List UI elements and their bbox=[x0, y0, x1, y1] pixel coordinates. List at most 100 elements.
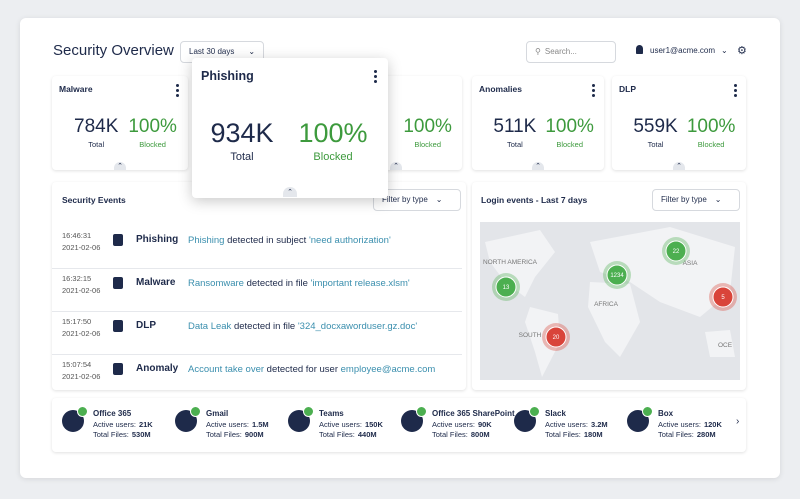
event-time: 15:17:50 bbox=[62, 317, 92, 326]
continent bbox=[590, 227, 735, 317]
total: 511K Total bbox=[485, 116, 544, 149]
total: 934K Total bbox=[200, 118, 284, 163]
blocked: 100% Blocked bbox=[123, 116, 183, 149]
menu-icon[interactable] bbox=[374, 70, 377, 85]
next-arrow[interactable]: › bbox=[736, 416, 740, 427]
continent bbox=[525, 307, 560, 377]
total-files: Total Files: 180M bbox=[545, 430, 603, 439]
app-name: Office 365 SharePoint bbox=[432, 409, 515, 418]
message-link[interactable]: 'need authorization' bbox=[308, 235, 391, 246]
filter-dropdown[interactable]: Filter by type ⌄ bbox=[373, 189, 461, 211]
app-name: Box bbox=[658, 409, 674, 418]
blocked: 100% Blocked bbox=[682, 116, 741, 149]
cluster-count: 5 bbox=[721, 295, 725, 301]
chevron: ⌄ bbox=[714, 195, 722, 204]
collapse-button[interactable]: ⌃ bbox=[390, 162, 402, 170]
menu-icon[interactable] bbox=[592, 84, 595, 99]
total-label: Total bbox=[230, 151, 254, 163]
collapse-button[interactable]: ⌃ bbox=[673, 162, 685, 170]
chevron: ⌄ bbox=[248, 47, 256, 56]
filter-dropdown[interactable]: Filter by type ⌄ bbox=[652, 189, 740, 211]
value: 3.2M bbox=[590, 420, 608, 429]
event-type: Malware bbox=[136, 277, 176, 288]
filter-label: Filter by type bbox=[661, 195, 707, 204]
cluster bbox=[712, 286, 734, 308]
blocked-value: 100% bbox=[128, 116, 177, 137]
map-label: AFRICA bbox=[594, 301, 619, 308]
event-row: 15:07:54 2021-02-06 Anomaly Account take ov… bbox=[52, 355, 462, 397]
message-text: detected in subject bbox=[224, 235, 309, 246]
map-label: NORTH AMERICA bbox=[483, 259, 538, 266]
active-users: Active users: 120K bbox=[658, 420, 722, 429]
app-icon bbox=[288, 406, 314, 432]
event-type: DLP bbox=[136, 320, 156, 331]
event-row: 16:32:15 2021-02-06 Malware Ransomware dete… bbox=[52, 269, 462, 312]
total-label: Total bbox=[506, 140, 523, 149]
message-link[interactable]: Data Leak bbox=[188, 321, 232, 332]
continent bbox=[588, 282, 640, 357]
message-text: detected in file bbox=[243, 278, 311, 289]
blocked: 100% Blocked bbox=[292, 118, 374, 163]
message-link[interactable]: Phishing bbox=[188, 235, 225, 246]
label: Active users: bbox=[206, 420, 249, 429]
blocked-value: 100% bbox=[686, 116, 736, 137]
active-users: Active users: 3.2M bbox=[545, 420, 608, 429]
event-icon bbox=[113, 234, 123, 246]
date-filter-label: Last 30 days bbox=[189, 47, 235, 56]
blocked-label: Blocked bbox=[697, 140, 725, 149]
blocked-label: Blocked bbox=[139, 140, 166, 149]
event-message: Phishing detected in subject 'need autho… bbox=[188, 235, 391, 246]
active-users: Active users: 90K bbox=[432, 420, 492, 429]
value: 90K bbox=[477, 420, 492, 429]
collapse-button[interactable]: ⌃ bbox=[114, 162, 126, 170]
status-badge bbox=[190, 406, 201, 417]
value: 900M bbox=[244, 430, 264, 439]
message-link[interactable]: 'important release.xlsm' bbox=[310, 278, 410, 289]
value: 150K bbox=[364, 420, 383, 429]
stat-card: DLP 559K Total 100% Blocked ⌃ bbox=[612, 76, 746, 170]
status-badge bbox=[416, 406, 427, 417]
total: 784K Total bbox=[66, 116, 127, 149]
menu-icon[interactable] bbox=[734, 84, 737, 99]
total-value: 934K bbox=[210, 118, 274, 148]
app-name: Slack bbox=[545, 409, 566, 418]
message-link[interactable]: Ransomware bbox=[188, 278, 244, 289]
active-users: Active users: 150K bbox=[319, 420, 383, 429]
event-message: Ransomware detected in file 'important r… bbox=[188, 278, 410, 289]
user-menu[interactable]: user1@acme.com ⌄ bbox=[650, 46, 728, 55]
total-label: Total bbox=[647, 140, 664, 149]
collapse-button[interactable]: ⌃ bbox=[532, 162, 544, 170]
dot bbox=[176, 94, 179, 97]
panel-title: Login events - Last 7 days bbox=[481, 195, 588, 205]
menu-icon[interactable] bbox=[176, 84, 179, 99]
blocked-value: 100% bbox=[403, 116, 452, 137]
event-date: 2021-02-06 bbox=[62, 243, 101, 252]
app-icon bbox=[514, 406, 540, 432]
user-email: user1@acme.com bbox=[650, 46, 716, 55]
status-badge bbox=[303, 406, 314, 417]
blocked-label: Blocked bbox=[556, 140, 583, 149]
event-time: 16:32:15 bbox=[62, 274, 92, 283]
label: Total Files: bbox=[206, 430, 242, 439]
chevron: ⌄ bbox=[721, 46, 728, 55]
cluster bbox=[665, 240, 687, 262]
event-date: 2021-02-06 bbox=[62, 329, 101, 338]
message-link[interactable]: '324_docxaworduser.gz.doc' bbox=[297, 321, 418, 332]
search-icon: ⚲ bbox=[535, 47, 541, 56]
dot bbox=[734, 94, 737, 97]
label: Total Files: bbox=[545, 430, 581, 439]
app-icon bbox=[627, 406, 653, 432]
message-link[interactable]: Account take over bbox=[188, 364, 265, 375]
stat-card: Anomalies 511K Total 100% Blocked ⌃ bbox=[472, 76, 604, 170]
active-users: Active users: 21K bbox=[93, 420, 153, 429]
collapse-button[interactable]: ⌃ bbox=[283, 187, 297, 197]
search-box[interactable]: ⚲ Search... bbox=[526, 41, 616, 63]
dot bbox=[734, 84, 737, 87]
event-message: Data Leak detected in file '324_docxawor… bbox=[188, 321, 417, 332]
cluster-count: 1234 bbox=[610, 273, 624, 279]
total-files: Total Files: 280M bbox=[658, 430, 716, 439]
message-link[interactable]: employee@acme.com bbox=[340, 364, 436, 375]
event-date: 2021-02-06 bbox=[62, 372, 101, 381]
search-placeholder: Search... bbox=[544, 47, 577, 56]
settings-icon[interactable]: ⚙ bbox=[737, 45, 747, 57]
